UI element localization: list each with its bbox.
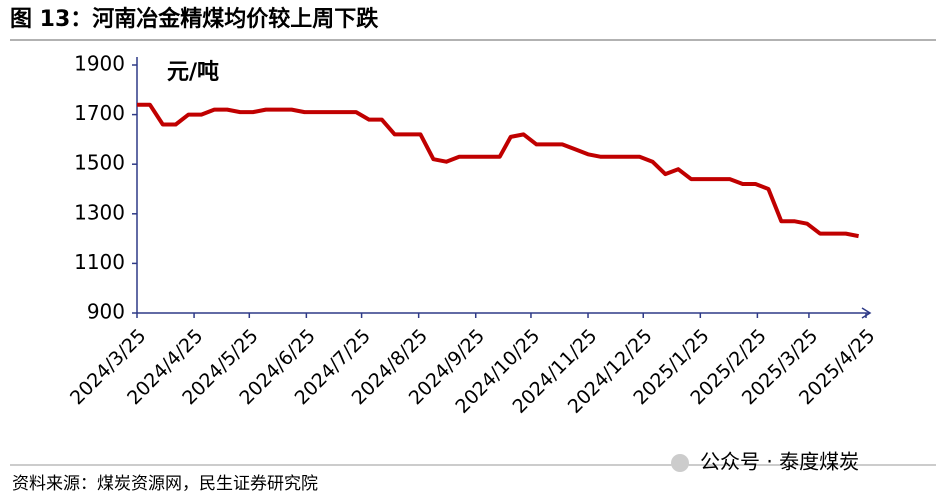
y-tick-label: 900 [87, 300, 125, 324]
watermark-icon [671, 454, 689, 472]
y-tick-label: 1500 [74, 151, 125, 175]
x-axis-arrow [861, 307, 872, 319]
chart-title: 图 13：河南冶金精煤均价较上周下跌 [10, 6, 379, 32]
line-series [137, 102, 859, 239]
watermark: 公众号 · 泰度煤炭 [700, 450, 859, 474]
y-axis-label: 元/吨 [167, 60, 219, 85]
y-tick-label: 1300 [74, 200, 125, 224]
source: 资料来源：煤炭资源网，民生证券研究院 [12, 474, 318, 494]
y-tick-label: 1900 [74, 52, 125, 76]
y-tick-label: 1100 [74, 250, 125, 274]
y-tick-label: 1700 [74, 101, 125, 125]
